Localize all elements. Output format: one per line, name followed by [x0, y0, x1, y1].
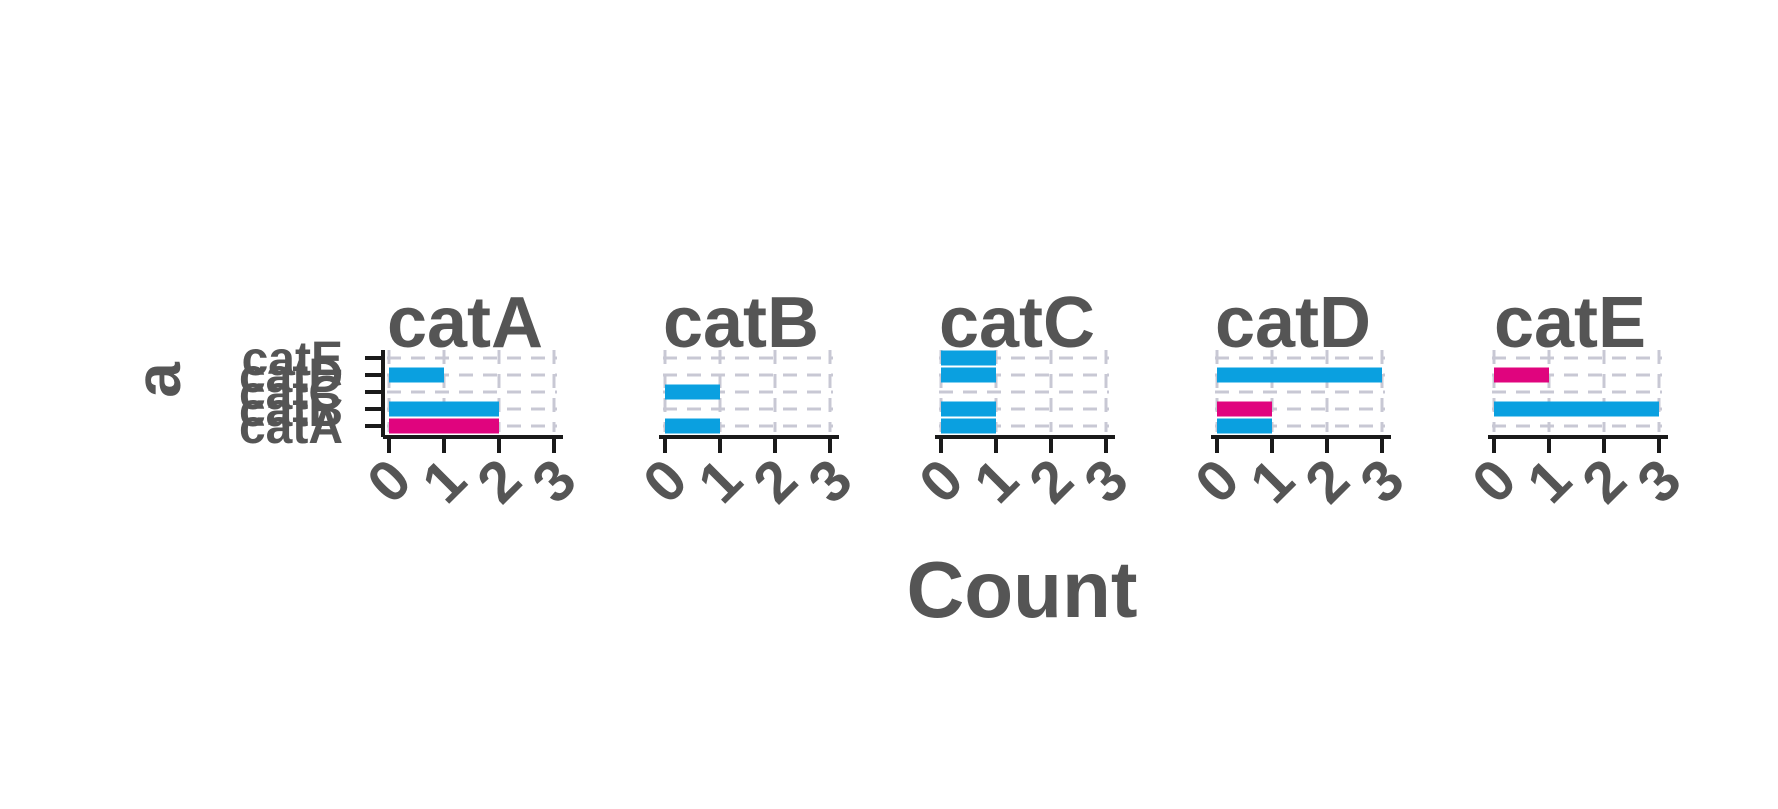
bar-catD-catA: [1217, 418, 1272, 434]
x-tick-label-0: 0: [907, 447, 976, 516]
y-tick-label-catD: catD: [239, 350, 343, 403]
y-tick-label-catC: catC: [239, 367, 343, 420]
y-axis-title: a: [122, 362, 194, 398]
bar-catC-catA: [941, 418, 996, 434]
y-tick-label-catE: catE: [242, 333, 343, 386]
bar-catA-catD: [389, 367, 444, 383]
bar-catD-catB: [1217, 401, 1272, 417]
x-tick-label-3: 3: [1625, 447, 1694, 516]
bar-catB-catA: [665, 418, 720, 434]
x-tick-label-3: 3: [1348, 447, 1417, 516]
x-tick-label-0: 0: [631, 447, 700, 516]
x-tick-label-1: 1: [1515, 447, 1584, 516]
bar-catC-catE: [941, 350, 996, 366]
facet-title: catA: [387, 283, 543, 363]
bar-catA-catB: [389, 401, 499, 417]
x-tick-label-1: 1: [686, 447, 755, 516]
bar-catD-catD: [1217, 367, 1382, 383]
bar-catB-catC: [665, 384, 720, 400]
x-tick-label-2: 2: [741, 447, 810, 516]
x-tick-label-0: 0: [1460, 447, 1529, 516]
facet-title: catD: [1215, 283, 1371, 363]
bar-catE-catB: [1494, 401, 1659, 417]
x-tick-label-3: 3: [520, 447, 589, 516]
x-tick-label-0: 0: [1183, 447, 1252, 516]
y-tick-label-catA: catA: [239, 401, 343, 454]
facet-title: catC: [939, 283, 1095, 363]
x-tick-label-2: 2: [1293, 447, 1362, 516]
x-tick-label-2: 2: [1570, 447, 1639, 516]
x-tick-label-1: 1: [1238, 447, 1307, 516]
x-axis-title: Count: [906, 545, 1137, 634]
x-tick-label-0: 0: [355, 447, 424, 516]
bar-catE-catD: [1494, 367, 1549, 383]
facet-title: catB: [663, 283, 819, 363]
x-tick-label-1: 1: [962, 447, 1031, 516]
x-tick-label-2: 2: [465, 447, 534, 516]
bar-catC-catD: [941, 367, 996, 383]
x-tick-label-1: 1: [410, 447, 479, 516]
x-tick-label-3: 3: [1072, 447, 1141, 516]
x-tick-label-3: 3: [796, 447, 865, 516]
bar-catC-catB: [941, 401, 996, 417]
y-tick-label-catB: catB: [239, 384, 343, 437]
facet-title: catE: [1494, 283, 1646, 363]
y-axis: [365, 350, 385, 437]
x-tick-label-2: 2: [1017, 447, 1086, 516]
bar-catA-catA: [389, 418, 499, 434]
